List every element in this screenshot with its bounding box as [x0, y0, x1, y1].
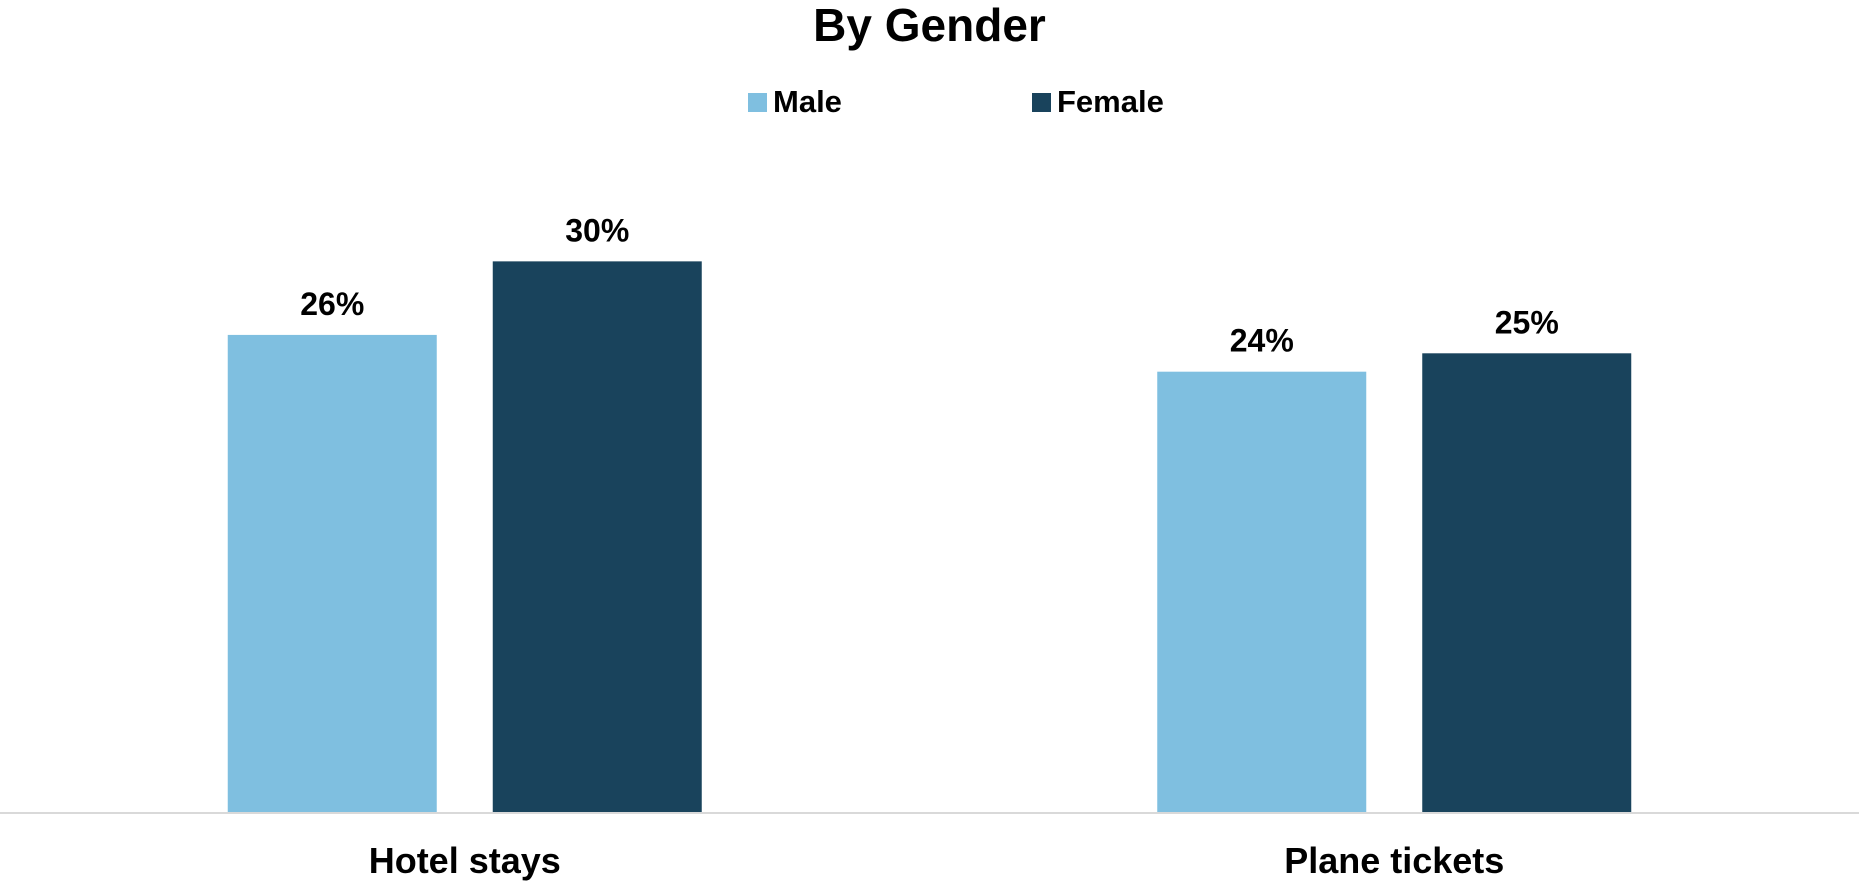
bar-female-hotel-stays	[492, 261, 702, 813]
data-label-male-plane-tickets: 24%	[1230, 323, 1294, 359]
bar-male-hotel-stays	[227, 334, 437, 813]
legend-swatch-female	[1032, 92, 1051, 112]
legend-label-female: Female	[1057, 84, 1164, 119]
data-label-female-hotel-stays: 30%	[565, 212, 629, 248]
chart-title: By Gender	[813, 0, 1046, 51]
bar-male-plane-tickets	[1157, 371, 1367, 813]
legend-item-female: Female	[1032, 82, 1164, 122]
data-label-female-plane-tickets: 25%	[1495, 304, 1559, 340]
legend: Male Female	[0, 82, 1859, 122]
legend-swatch-male	[748, 92, 767, 112]
legend-item-male: Male	[748, 82, 842, 122]
legend-label-male: Male	[773, 84, 842, 119]
bar-female-plane-tickets	[1422, 353, 1632, 813]
category-label-plane-tickets: Plane tickets	[1284, 840, 1504, 881]
category-label-hotel-stays: Hotel stays	[369, 840, 561, 881]
data-label-male-hotel-stays: 26%	[300, 286, 364, 322]
